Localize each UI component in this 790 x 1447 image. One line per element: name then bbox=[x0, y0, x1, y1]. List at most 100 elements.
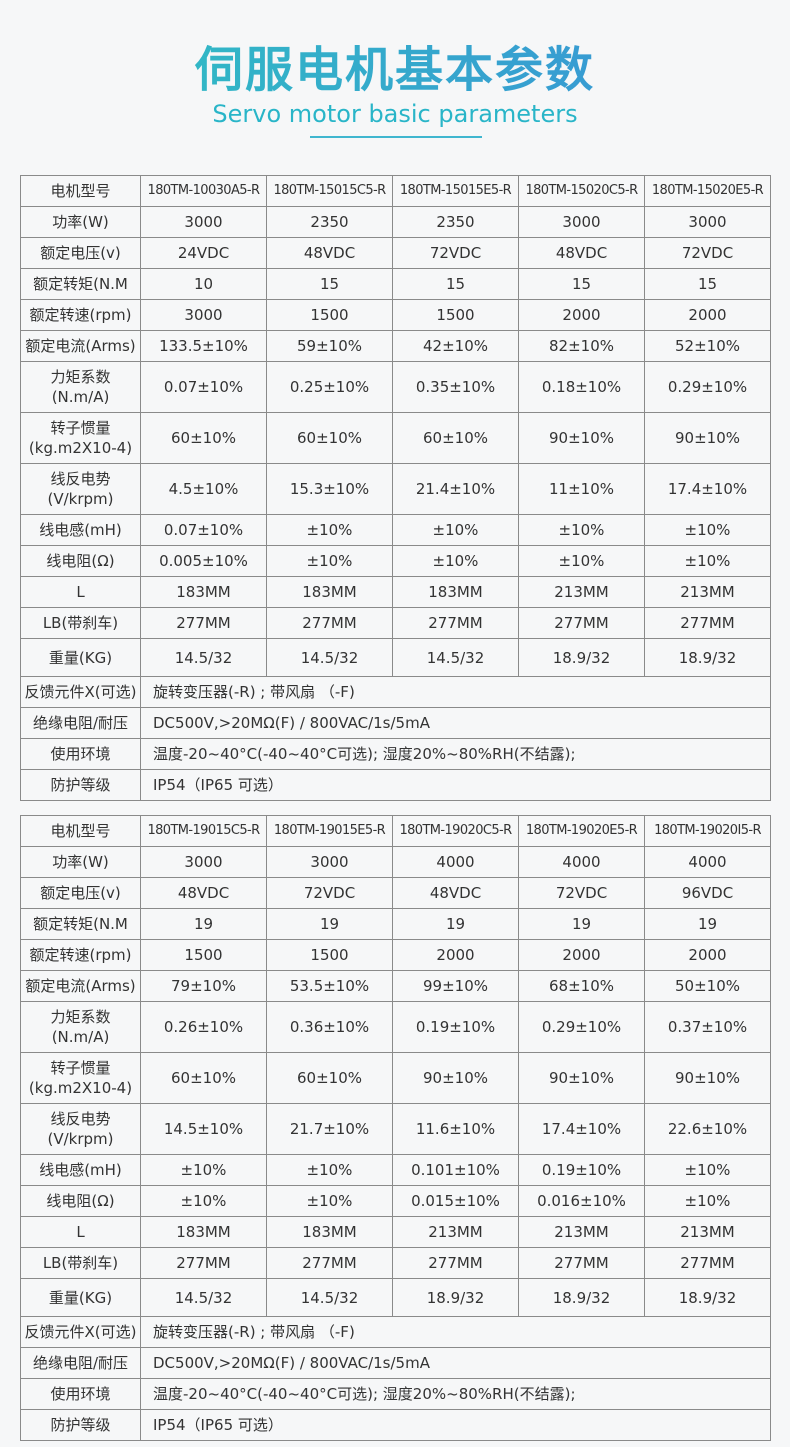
cell: 180TM-19020E5-R bbox=[518, 815, 645, 847]
note-cell: DC500V,>20MΩ(F) / 800VAC/1s/5mA bbox=[140, 707, 771, 739]
cell: 0.015±10% bbox=[392, 1185, 519, 1217]
cell: 133.5±10% bbox=[140, 330, 267, 362]
row-label: L bbox=[20, 576, 141, 608]
cell: 277MM bbox=[644, 1247, 771, 1279]
cell: ±10% bbox=[518, 545, 645, 577]
cell: 183MM bbox=[266, 1216, 393, 1248]
cell: 213MM bbox=[392, 1216, 519, 1248]
cell: 213MM bbox=[644, 576, 771, 608]
note-cell: IP54（IP65 可选） bbox=[140, 769, 771, 801]
cell: 3000 bbox=[140, 846, 267, 878]
table-row: 力矩系数 (N.m/A) 0.26±10% 0.36±10% 0.19±10% 0.29… bbox=[20, 1001, 771, 1053]
cell: 277MM bbox=[140, 607, 267, 639]
cell: 90±10% bbox=[392, 1052, 519, 1104]
cell: 2000 bbox=[644, 939, 771, 971]
cell: 2350 bbox=[392, 206, 519, 238]
table-row: 使用环境 温度-20~40°C(-40~40°C可选); 湿度20%~80%RH(… bbox=[20, 738, 771, 770]
row-label: 使用环境 bbox=[20, 738, 141, 770]
table-row: 转子惯量 (kg.m2X10-4) 60±10% 60±10% 60±10% 90±10… bbox=[20, 412, 771, 464]
table-row: 反馈元件X(可选) 旋转变压器(-R) ; 带风扇 （-F) bbox=[20, 1316, 771, 1348]
table-row: 额定转速(rpm) 1500 1500 2000 2000 2000 bbox=[20, 939, 771, 971]
cell: 0.29±10% bbox=[644, 361, 771, 413]
note-cell: 温度-20~40°C(-40~40°C可选); 湿度20%~80%RH(不结露)… bbox=[140, 1378, 771, 1410]
table-row: 转子惯量 (kg.m2X10-4) 60±10% 60±10% 90±10% 90±10… bbox=[20, 1052, 771, 1104]
cell: 53.5±10% bbox=[266, 970, 393, 1002]
cell: 183MM bbox=[140, 576, 267, 608]
cell: 60±10% bbox=[392, 412, 519, 464]
row-label: 使用环境 bbox=[20, 1378, 141, 1410]
row-label: 重量(KG) bbox=[20, 1278, 141, 1317]
row-label: 额定转速(rpm) bbox=[20, 299, 141, 331]
table-row: 额定电压(v) 48VDC 72VDC 48VDC 72VDC 96VDC bbox=[20, 877, 771, 909]
cell: 72VDC bbox=[644, 237, 771, 269]
table-row: 额定电流(Arms) 79±10% 53.5±10% 99±10% 68±10% 50±1… bbox=[20, 970, 771, 1002]
row-label: 反馈元件X(可选) bbox=[20, 1316, 141, 1348]
row-label: 线电阻(Ω) bbox=[20, 1185, 141, 1217]
cell: 3000 bbox=[140, 206, 267, 238]
table-row: L 183MM 183MM 213MM 213MM 213MM bbox=[20, 1216, 771, 1248]
cell: 48VDC bbox=[140, 877, 267, 909]
spec-table: 电机型号 180TM-10030A5-R 180TM-15015C5-R 180TM-… bbox=[20, 175, 771, 801]
table-row: LB(带刹车) 277MM 277MM 277MM 277MM 277MM bbox=[20, 1247, 771, 1279]
cell: 0.29±10% bbox=[518, 1001, 645, 1053]
cell: 0.18±10% bbox=[518, 361, 645, 413]
cell: 180TM-19015E5-R bbox=[266, 815, 393, 847]
cell: 18.9/32 bbox=[518, 638, 645, 677]
cell: 17.4±10% bbox=[518, 1103, 645, 1155]
cell: ±10% bbox=[644, 545, 771, 577]
table-row: 额定电压(v) 24VDC 48VDC 72VDC 48VDC 72VDC bbox=[20, 237, 771, 269]
cell: 1500 bbox=[140, 939, 267, 971]
cell: ±10% bbox=[644, 1185, 771, 1217]
cell: 22.6±10% bbox=[644, 1103, 771, 1155]
cell: 96VDC bbox=[644, 877, 771, 909]
cell: 19 bbox=[140, 908, 267, 940]
cell: 21.4±10% bbox=[392, 463, 519, 515]
table-row: 防护等级 IP54（IP65 可选） bbox=[20, 769, 771, 801]
cell: 183MM bbox=[266, 576, 393, 608]
cell: 0.37±10% bbox=[644, 1001, 771, 1053]
cell: 99±10% bbox=[392, 970, 519, 1002]
cell: 3000 bbox=[266, 846, 393, 878]
cell: 60±10% bbox=[266, 1052, 393, 1104]
page-title: 伺服电机基本参数 bbox=[0, 38, 790, 102]
row-label: 绝缘电阻/耐压 bbox=[20, 707, 141, 739]
row-label: 线电感(mH) bbox=[20, 1154, 141, 1186]
row-label: 绝缘电阻/耐压 bbox=[20, 1347, 141, 1379]
note-cell: IP54（IP65 可选） bbox=[140, 1409, 771, 1441]
row-label: 电机型号 bbox=[20, 815, 141, 847]
cell: 4000 bbox=[644, 846, 771, 878]
cell: 0.35±10% bbox=[392, 361, 519, 413]
table-row: 使用环境 温度-20~40°C(-40~40°C可选); 湿度20%~80%RH(… bbox=[20, 1378, 771, 1410]
cell: 17.4±10% bbox=[644, 463, 771, 515]
cell: 48VDC bbox=[392, 877, 519, 909]
cell: 0.19±10% bbox=[518, 1154, 645, 1186]
cell: 0.101±10% bbox=[392, 1154, 519, 1186]
cell: 0.07±10% bbox=[140, 361, 267, 413]
table-row: 反馈元件X(可选) 旋转变压器(-R) ; 带风扇 （-F) bbox=[20, 676, 771, 708]
cell: 14.5/32 bbox=[140, 1278, 267, 1317]
cell: 11±10% bbox=[518, 463, 645, 515]
table-row: 力矩系数 (N.m/A) 0.07±10% 0.25±10% 0.35±10% 0.18… bbox=[20, 361, 771, 413]
row-label: 额定电流(Arms) bbox=[20, 970, 141, 1002]
row-label: LB(带刹车) bbox=[20, 1247, 141, 1279]
cell: 15.3±10% bbox=[266, 463, 393, 515]
table-row: 防护等级 IP54（IP65 可选） bbox=[20, 1409, 771, 1441]
cell: 60±10% bbox=[140, 1052, 267, 1104]
cell: 19 bbox=[644, 908, 771, 940]
cell: 90±10% bbox=[644, 412, 771, 464]
row-label: 额定转速(rpm) bbox=[20, 939, 141, 971]
cell: 180TM-19015C5-R bbox=[140, 815, 267, 847]
cell: ±10% bbox=[140, 1154, 267, 1186]
row-label: 额定电压(v) bbox=[20, 237, 141, 269]
cell: 72VDC bbox=[518, 877, 645, 909]
cell: 180TM-19020I5-R bbox=[644, 815, 771, 847]
cell: ±10% bbox=[518, 514, 645, 546]
table-row: 绝缘电阻/耐压 DC500V,>20MΩ(F) / 800VAC/1s/5mA bbox=[20, 707, 771, 739]
cell: 60±10% bbox=[266, 412, 393, 464]
cell: 0.016±10% bbox=[518, 1185, 645, 1217]
page-subtitle: Servo motor basic parameters bbox=[212, 100, 578, 128]
cell: 79±10% bbox=[140, 970, 267, 1002]
table-row: 线电阻(Ω) ±10% ±10% 0.015±10% 0.016±10% ±10% bbox=[20, 1185, 771, 1217]
row-label: 额定转矩(N.M bbox=[20, 268, 141, 300]
